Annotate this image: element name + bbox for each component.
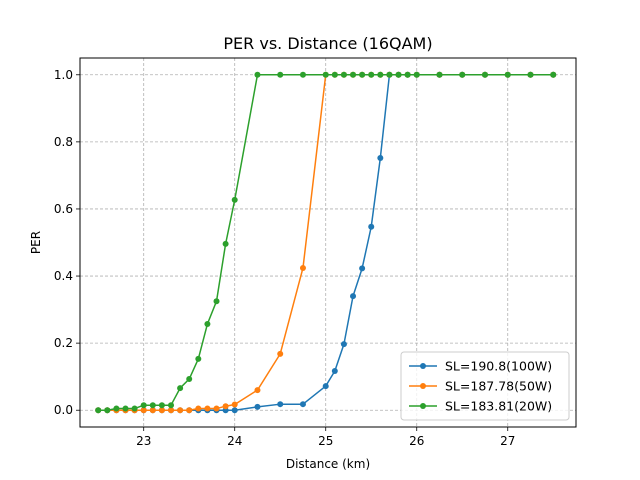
data-point [195,355,202,362]
data-point [168,402,175,409]
x-tick-label: 23 [136,434,151,448]
legend-box [400,351,570,421]
data-point [395,71,402,78]
data-point [359,71,366,78]
x-tick-label: 26 [409,434,424,448]
legend-marker [420,363,426,369]
data-point [277,401,284,408]
data-point [350,293,357,300]
data-point [377,154,384,161]
data-point [177,385,184,392]
data-point [277,71,284,78]
data-point [404,71,411,78]
legend-entry: SL=183.81(20W) [409,399,552,414]
plot-frame [79,57,577,428]
data-point [186,376,193,383]
data-point [231,407,238,414]
data-point [204,405,211,412]
y-tick-label: 1.0 [54,68,73,82]
x-tick-label: 27 [500,434,515,448]
data-point [550,71,557,78]
legend-entry: SL=187.78(50W) [409,379,552,394]
data-point [436,71,443,78]
legend-entry: SL=190.8(100W) [409,359,552,374]
data-point [158,407,165,414]
legend-marker [420,403,426,409]
data-point [350,71,357,78]
legend-label: SL=190.8(100W) [445,359,552,374]
data-point [222,240,229,247]
data-point [254,387,261,394]
y-tick-label: 0.0 [54,403,73,417]
data-point [213,298,220,305]
data-point [204,321,211,328]
series-2 [95,71,557,414]
data-point [149,407,156,414]
y-tick-label: 0.8 [54,135,73,149]
chart-title: PER vs. Distance (16QAM) [223,34,432,53]
data-point [231,196,238,203]
legend-label: SL=183.81(20W) [445,399,552,414]
y-axis-label: PER [29,231,43,254]
data-point [140,407,147,414]
data-point [299,401,306,408]
data-point [149,402,156,409]
data-point [504,71,511,78]
data-point [95,407,102,414]
ticks: 23 24 25 26 27 0.0 0.2 0.4 0.6 0.8 1.0 [54,68,515,448]
data-point [481,71,488,78]
data-point [459,71,466,78]
data-point [168,407,175,414]
x-tick-label: 25 [318,434,333,448]
data-point [299,264,306,271]
x-tick-label: 24 [227,434,242,448]
data-point [195,405,202,412]
data-point [527,71,534,78]
data-point [368,223,375,230]
legend: SL=190.8(100W) SL=187.78(50W) SL=183.81(20… [400,351,570,421]
data-point [131,405,138,412]
data-point [186,407,193,414]
data-point [177,407,184,414]
series-layer [95,71,557,414]
data-point [377,71,384,78]
data-point [413,71,420,78]
data-point [213,405,220,412]
legend-label: SL=187.78(50W) [445,379,552,394]
data-point [231,401,238,408]
data-point [340,71,347,78]
data-point [277,350,284,357]
data-point [254,71,261,78]
data-point [322,383,329,390]
data-point [322,71,329,78]
data-point [158,402,165,409]
data-point [254,403,261,410]
data-point [222,403,229,410]
y-tick-label: 0.2 [54,336,73,350]
data-point [113,405,120,412]
x-axis-label: Distance (km) [286,457,370,471]
y-tick-label: 0.6 [54,202,73,216]
y-tick-label: 0.4 [54,269,73,283]
data-point [331,367,338,374]
data-point [386,71,393,78]
data-point [299,71,306,78]
data-point [104,407,111,414]
legend-marker [420,383,426,389]
data-point [368,71,375,78]
data-point [122,405,129,412]
data-point [140,402,147,409]
data-point [331,71,338,78]
data-point [340,341,347,348]
data-point [359,265,366,272]
